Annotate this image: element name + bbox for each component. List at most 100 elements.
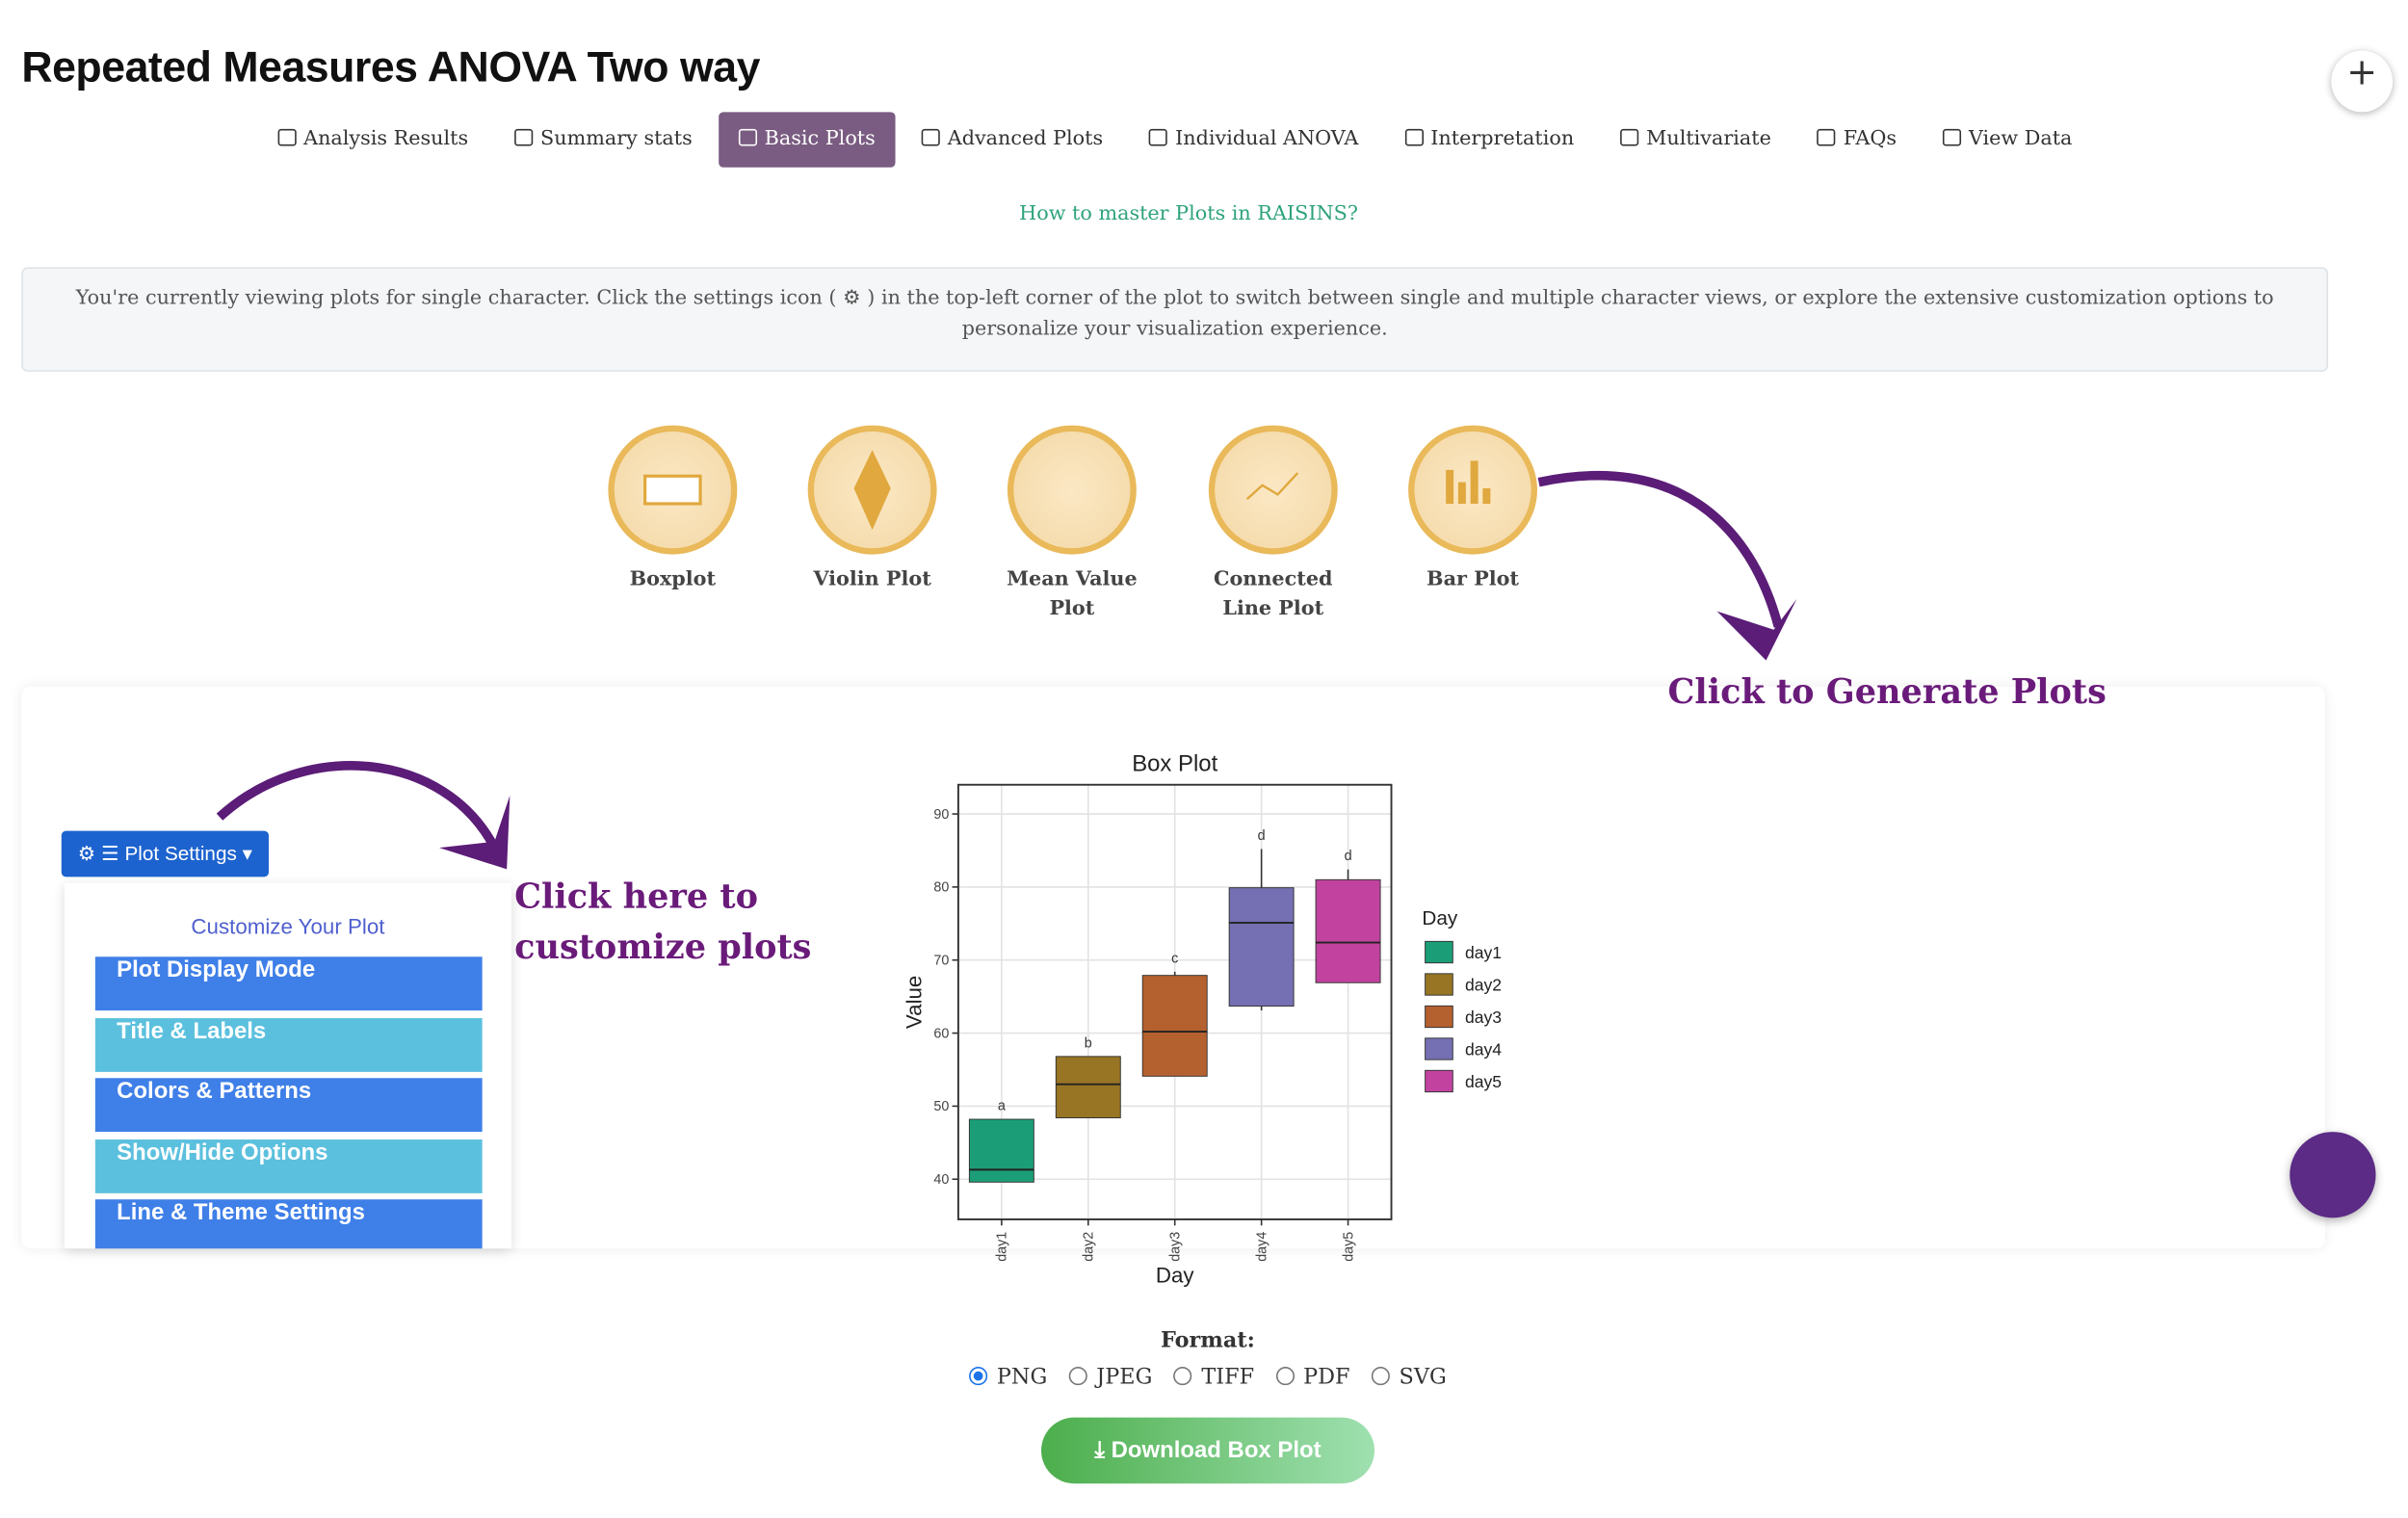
tab[interactable]: FAQs [1797, 112, 1917, 167]
tab-label: Analysis Results [303, 127, 469, 151]
tab-label: FAQs [1843, 127, 1897, 151]
x-axis-label: Day [1156, 1263, 1195, 1287]
y-axis-label: Value [903, 976, 927, 1029]
format-label: SVG [1399, 1365, 1447, 1390]
settings-panel: Customize Your Plot Plot Display Mode Tit… [64, 882, 511, 1249]
legend-key [1425, 1005, 1453, 1029]
legend-title: Day [1422, 907, 1457, 929]
tab[interactable]: Analysis Results [257, 112, 488, 167]
arrow [216, 761, 499, 851]
group-label: d [1258, 828, 1266, 844]
tab-label: Interpretation [1430, 127, 1575, 151]
menu-item[interactable]: Line & Theme Settings [94, 1199, 483, 1249]
tab-label: Basic Plots [764, 127, 876, 151]
menu-item[interactable]: Title & Labels [94, 1017, 483, 1072]
y-tick-label: 50 [933, 1099, 949, 1114]
plot-type-label[interactable]: Bar Plot [1426, 567, 1520, 591]
x-tick-label: day3 [1167, 1232, 1183, 1262]
group-label: b [1085, 1035, 1092, 1051]
icon-glyph [643, 474, 702, 506]
format-label: JPEG [1096, 1365, 1153, 1390]
icon-glyph [1245, 472, 1299, 501]
legend-label: day5 [1465, 1072, 1502, 1091]
legend-key [1425, 1069, 1453, 1093]
tab[interactable]: Basic Plots [718, 112, 896, 168]
legend-label: day4 [1465, 1039, 1502, 1059]
format-option[interactable]: SVG [1371, 1365, 1447, 1390]
format-label: PDF [1303, 1365, 1350, 1390]
assistant-button[interactable] [2290, 1132, 2376, 1218]
arrow-head [1716, 598, 1797, 661]
plot-settings-button[interactable]: ⚙ ☰ Plot Settings ▾ [61, 830, 270, 877]
plot-type-label[interactable]: Connected Line Plot [1213, 567, 1333, 621]
help-link[interactable]: How to master Plots in RAISINS? [1019, 202, 1358, 226]
legend-key [1425, 940, 1453, 964]
group-label: c [1171, 951, 1178, 966]
plot-border [956, 783, 1393, 1220]
y-tick-label: 60 [933, 1026, 949, 1041]
legend-key [1425, 973, 1453, 996]
annotation: Click here to customize plots [514, 877, 812, 968]
y-tick-label: 90 [933, 807, 949, 823]
x-tick-label: day2 [1082, 1232, 1097, 1262]
tab[interactable]: Advanced Plots [902, 112, 1123, 167]
tab[interactable]: Multivariate [1600, 112, 1791, 167]
add-button[interactable]: + [2331, 50, 2394, 113]
plot-type-icon [1007, 425, 1137, 555]
tab-label: Summary stats [540, 127, 693, 151]
format-label: Format: [1161, 1328, 1255, 1353]
legend-label: day1 [1465, 943, 1502, 962]
page-title: Repeated Measures ANOVA Two way [21, 42, 760, 92]
box [1315, 878, 1381, 983]
tab-bar: Analysis Results Summary stats Basic Plots… [277, 112, 2072, 168]
menu-item[interactable]: Colors & Patterns [94, 1078, 483, 1133]
tab[interactable]: Interpretation [1384, 112, 1594, 167]
tab-label: Individual ANOVA [1175, 127, 1359, 151]
icon-glyph [1446, 460, 1491, 504]
plot-type-label[interactable]: Boxplot [629, 567, 717, 591]
format-label: TIFF [1201, 1365, 1255, 1390]
button-label: Plot Settings [124, 841, 237, 865]
group-label: a [998, 1098, 1006, 1113]
plot-type-label[interactable]: Violin Plot [813, 567, 931, 591]
legend-label: day3 [1465, 1008, 1502, 1027]
download-button[interactable]: ⤓ Download Box Plot [1041, 1417, 1374, 1484]
x-tick-label: day4 [1254, 1232, 1269, 1262]
menu-item[interactable]: Show/Hide Options [94, 1138, 483, 1193]
box [1228, 887, 1295, 1007]
menu-item[interactable]: Plot Display Mode [94, 956, 483, 1011]
x-tick-label: day5 [1341, 1232, 1356, 1262]
tab-label: View Data [1968, 127, 2073, 151]
y-tick-label: 40 [933, 1172, 949, 1188]
format-option[interactable]: TIFF [1173, 1365, 1255, 1390]
tab[interactable]: Summary stats [494, 112, 712, 167]
plot-type-icon [1208, 425, 1338, 555]
format-options: PNG JPEG TIFF PDF SVG [0, 1365, 2408, 1390]
x-tick-label: day1 [995, 1232, 1010, 1262]
plot-type-label[interactable]: Mean Value Plot [1007, 567, 1138, 621]
legend-key [1425, 1037, 1453, 1060]
arrow-head [438, 795, 510, 870]
icon-glyph [853, 450, 891, 531]
info-box: You're currently viewing plots for singl… [21, 267, 2329, 372]
arrow [1537, 470, 1783, 628]
format-label: PNG [996, 1365, 1048, 1390]
legend-label: day2 [1465, 975, 1502, 994]
y-tick-label: 70 [933, 954, 949, 969]
tab-label: Multivariate [1646, 127, 1771, 151]
y-tick-label: 80 [933, 880, 949, 896]
chart-title: Box Plot [1132, 750, 1217, 776]
format-option[interactable]: PNG [969, 1365, 1047, 1390]
group-label: d [1345, 849, 1352, 864]
panel-title: Customize Your Plot [191, 913, 385, 939]
format-option[interactable]: JPEG [1068, 1365, 1153, 1390]
box [1141, 975, 1208, 1077]
box [968, 1118, 1034, 1183]
format-option[interactable]: PDF [1275, 1365, 1350, 1390]
button-label: Download Box Plot [1111, 1437, 1322, 1464]
tab[interactable]: Individual ANOVA [1129, 112, 1378, 167]
tab[interactable]: View Data [1923, 112, 2092, 167]
